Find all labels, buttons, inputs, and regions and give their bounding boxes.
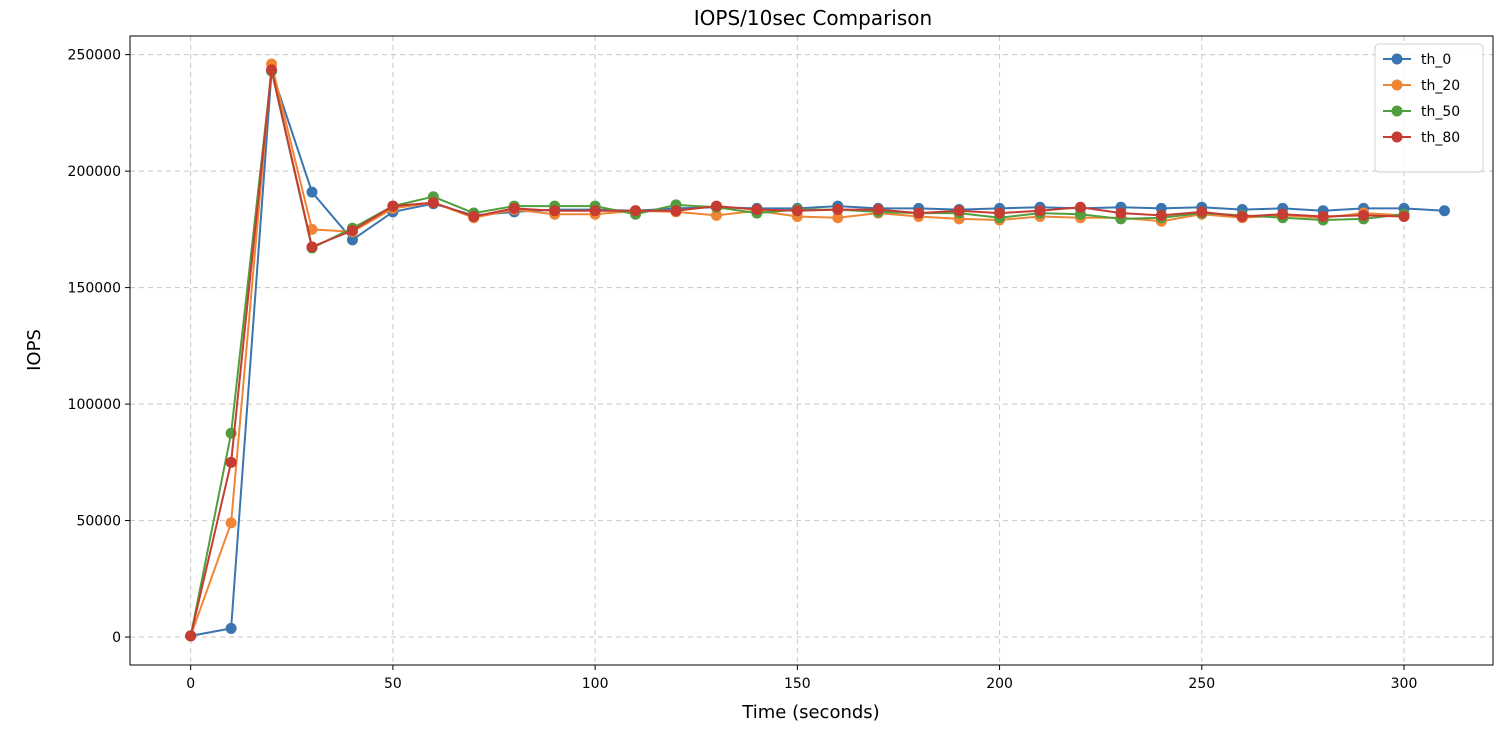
series-th_80 <box>185 64 1410 642</box>
data-point <box>630 205 642 217</box>
x-tick-label: 250 <box>1188 676 1215 692</box>
data-point <box>1358 209 1370 221</box>
x-tick-label: 50 <box>384 676 402 692</box>
data-point <box>994 207 1006 219</box>
data-point <box>1074 201 1086 213</box>
data-point <box>1115 207 1127 219</box>
data-point <box>1236 211 1248 223</box>
data-point <box>427 197 439 209</box>
data-point <box>306 241 318 253</box>
y-axis-ticks: 0 50000 100000 150000 200000 250000 <box>68 48 130 646</box>
x-axis-ticks: 0 50 100 150 200 250 300 <box>186 665 1417 692</box>
data-point <box>710 200 722 212</box>
data-point <box>1317 211 1329 223</box>
data-point <box>1034 205 1046 217</box>
legend-marker <box>1391 131 1403 143</box>
legend-label: th_20 <box>1421 78 1460 94</box>
data-point <box>1438 205 1450 217</box>
legend-marker <box>1391 79 1403 91</box>
legend-label: th_80 <box>1421 130 1460 146</box>
y-tick-label: 50000 <box>76 514 121 530</box>
legend-label: th_0 <box>1421 52 1451 68</box>
data-point <box>549 205 561 217</box>
data-point <box>791 205 803 217</box>
y-tick-label: 200000 <box>68 164 121 180</box>
data-point <box>346 234 358 246</box>
data-point <box>1196 206 1208 218</box>
data-point <box>185 630 197 642</box>
data-point <box>1155 209 1167 221</box>
series-th_0 <box>185 65 1450 642</box>
data-point <box>832 212 844 224</box>
data-point <box>387 200 399 212</box>
legend-entry-th_20: th_20 <box>1383 78 1460 94</box>
legend-frame <box>1374 43 1484 173</box>
data-point <box>589 205 601 217</box>
legend-entry-th_0: th_0 <box>1383 52 1451 68</box>
data-point <box>468 211 480 223</box>
data-point <box>751 204 763 216</box>
y-tick-label: 0 <box>112 630 121 646</box>
legend-marker <box>1391 105 1403 117</box>
data-point <box>953 205 965 217</box>
data-point <box>670 205 682 217</box>
plot-frame <box>129 35 1494 666</box>
grid-lines <box>130 36 1493 665</box>
data-point <box>832 204 844 216</box>
data-point <box>306 186 318 198</box>
data-point <box>266 64 278 76</box>
data-point <box>872 204 884 216</box>
data-point <box>913 207 925 219</box>
data-point <box>225 622 237 634</box>
legend-marker <box>1391 53 1403 65</box>
series-layer <box>185 58 1450 642</box>
data-point <box>508 202 520 214</box>
data-point <box>710 209 722 221</box>
data-point <box>346 225 358 237</box>
chart-title: IOPS/10sec Comparison <box>694 6 932 30</box>
y-axis-label: IOPS <box>24 329 45 371</box>
x-tick-label: 0 <box>186 676 195 692</box>
data-point <box>1277 208 1289 220</box>
y-tick-label: 250000 <box>68 48 121 64</box>
x-tick-label: 100 <box>582 676 609 692</box>
legend-entry-th_50: th_50 <box>1383 104 1460 120</box>
legend-entry-th_80: th_80 <box>1383 130 1460 146</box>
x-tick-label: 200 <box>986 676 1013 692</box>
data-point <box>225 456 237 468</box>
legend-label: th_50 <box>1421 104 1460 120</box>
data-point <box>1398 211 1410 223</box>
x-tick-label: 150 <box>784 676 811 692</box>
legend: th_0 th_20 th_50 th_80 <box>1374 43 1484 173</box>
x-axis-label: Time (seconds) <box>741 702 879 723</box>
y-tick-label: 100000 <box>68 397 121 413</box>
y-tick-label: 150000 <box>68 281 121 297</box>
x-tick-label: 300 <box>1391 676 1418 692</box>
data-point <box>225 517 237 529</box>
series-line <box>190 70 1445 637</box>
